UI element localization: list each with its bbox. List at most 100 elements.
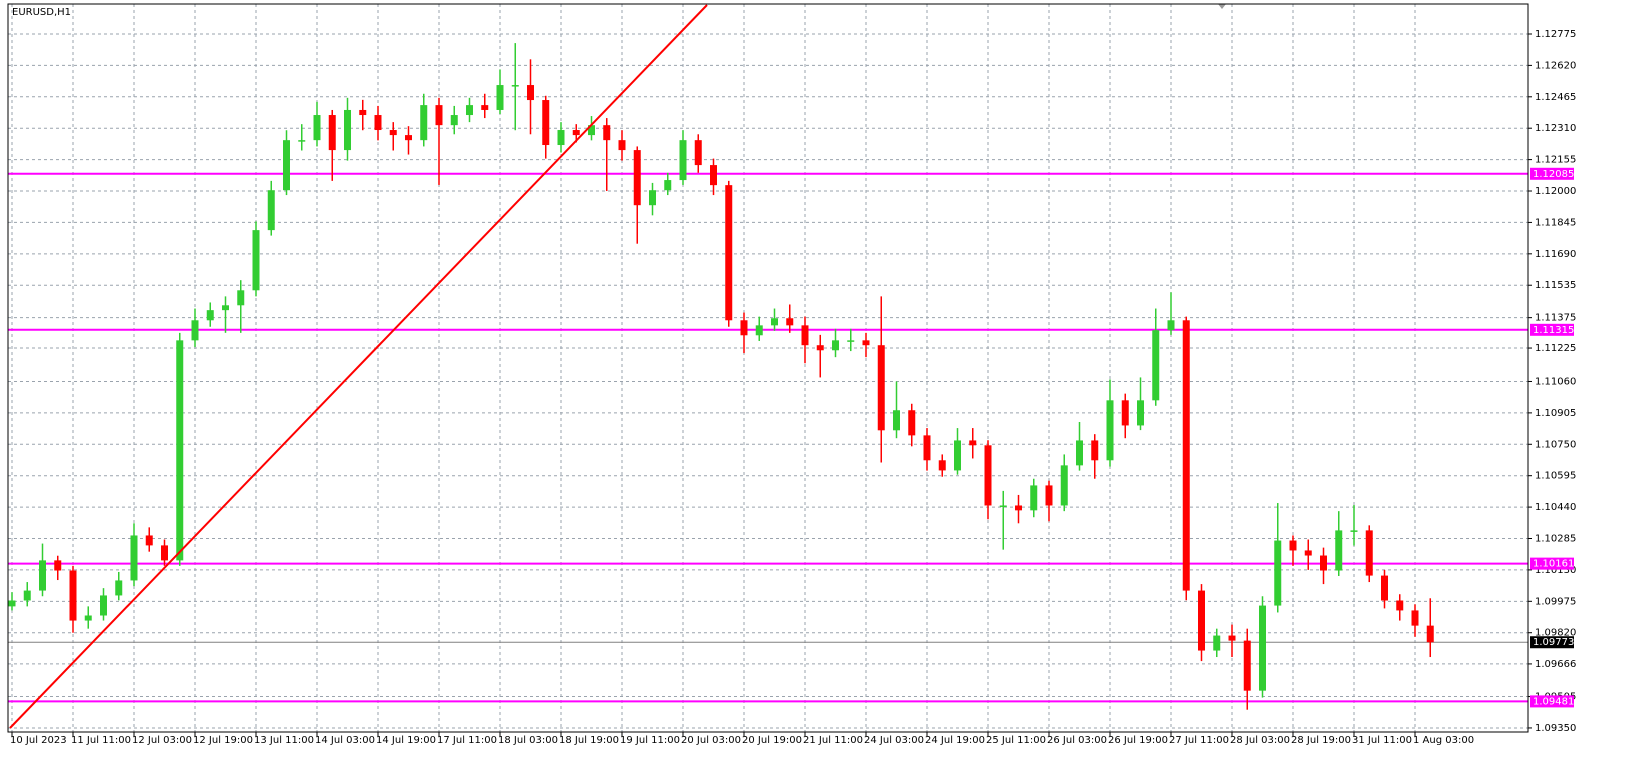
candle-body — [954, 440, 961, 471]
grid — [8, 4, 1528, 732]
candle-body — [450, 115, 458, 126]
candle-body — [54, 560, 62, 571]
candle-body — [267, 190, 275, 231]
candle-body — [572, 130, 580, 136]
candle-body — [145, 535, 153, 546]
x-tick-label: 12 Jul 03:00 — [132, 735, 192, 746]
candle-body — [511, 85, 519, 87]
candle-body — [1121, 400, 1129, 426]
candle-body — [847, 340, 855, 342]
x-tick-label: 12 Jul 19:00 — [193, 735, 253, 746]
candle-body — [84, 615, 92, 621]
candle-body — [801, 325, 809, 346]
candle-body — [206, 310, 214, 321]
candle-body — [1411, 610, 1419, 626]
y-tick-label: 1.10130 — [1535, 565, 1576, 576]
y-tick-label: 1.11690 — [1535, 249, 1576, 260]
x-tick-label: 11 Jul 11:00 — [71, 735, 131, 746]
candle-body — [420, 105, 428, 141]
trend-line — [9, 4, 708, 729]
candle-body — [252, 230, 260, 291]
candle-body — [893, 410, 900, 431]
y-tick-label: 1.12465 — [1535, 92, 1576, 103]
y-tick-label: 1.12310 — [1535, 123, 1576, 134]
candle-body — [710, 165, 717, 186]
level-label: 1.12085 — [1533, 169, 1574, 180]
last-price-label: 1.09773 — [1533, 637, 1574, 648]
y-tick-label: 1.11845 — [1535, 217, 1576, 228]
axes: 1.093501.095051.096661.098201.099751.101… — [10, 29, 1576, 746]
candle-body — [100, 595, 107, 616]
x-tick-label: 25 Jul 11:00 — [986, 735, 1046, 746]
candle-body — [1137, 400, 1144, 426]
x-tick-label: 18 Jul 03:00 — [498, 735, 558, 746]
candle-body — [1182, 320, 1190, 591]
candle-body — [679, 140, 687, 181]
x-tick-label: 20 Jul 03:00 — [681, 735, 741, 746]
y-tick-label: 1.10905 — [1535, 408, 1576, 419]
candle-body — [527, 85, 534, 101]
candle-body — [633, 150, 641, 206]
candle-body — [877, 345, 885, 431]
candle-body — [740, 320, 748, 336]
candle-body — [816, 345, 824, 351]
x-tick-label: 17 Jul 11:00 — [437, 735, 497, 746]
y-tick-label: 1.11060 — [1535, 376, 1576, 387]
candle-body — [603, 125, 611, 141]
candle-body — [755, 325, 763, 336]
level-label: 1.09481 — [1533, 696, 1574, 707]
candle-body — [999, 505, 1007, 507]
candle-body — [771, 318, 778, 326]
candle-body — [1381, 575, 1388, 601]
shift-marker — [1218, 4, 1226, 9]
candle-body — [969, 440, 977, 446]
y-tick-label: 1.09350 — [1535, 723, 1576, 734]
candle-body — [130, 535, 138, 581]
candle-body — [1152, 330, 1160, 401]
candle-body — [283, 140, 290, 191]
x-tick-label: 31 Jul 11:00 — [1352, 735, 1412, 746]
candle-body — [1091, 440, 1099, 461]
y-tick-label: 1.10285 — [1535, 534, 1576, 545]
y-tick-label: 1.12000 — [1535, 186, 1576, 197]
candle-body — [1396, 600, 1404, 611]
candle-body — [115, 580, 123, 596]
x-tick-label: 14 Jul 19:00 — [376, 735, 436, 746]
x-tick-label: 24 Jul 03:00 — [864, 735, 924, 746]
x-tick-label: 21 Jul 11:00 — [803, 735, 863, 746]
candle-body — [328, 115, 336, 151]
y-tick-label: 1.10595 — [1535, 471, 1576, 482]
y-tick-label: 1.11225 — [1535, 343, 1576, 354]
x-tick-label: 27 Jul 11:00 — [1169, 735, 1229, 746]
y-tick-label: 1.12775 — [1535, 29, 1576, 40]
candle-body — [405, 135, 412, 141]
candle-body — [649, 190, 656, 206]
x-tick-label: 1 Aug 03:00 — [1413, 735, 1474, 746]
candle-body — [389, 130, 397, 136]
x-tick-label: 28 Jul 03:00 — [1230, 735, 1290, 746]
candle-body — [161, 545, 168, 561]
candle-body — [725, 185, 733, 321]
candle-body — [1335, 530, 1343, 571]
x-tick-label: 24 Jul 19:00 — [925, 735, 985, 746]
candle-body — [1289, 540, 1297, 551]
candle-body — [923, 435, 931, 461]
candles — [8, 43, 1434, 710]
candle-body — [786, 318, 794, 326]
candle-body — [862, 340, 870, 346]
y-tick-label: 1.11375 — [1535, 313, 1576, 324]
level-label: 1.10161 — [1533, 559, 1574, 570]
candle-body — [1274, 540, 1282, 606]
candle-body — [8, 600, 16, 607]
x-tick-label: 10 Jul 2023 — [10, 735, 67, 746]
candle-body — [1030, 485, 1038, 511]
y-tick-label: 1.09820 — [1535, 628, 1576, 639]
candle-body — [374, 115, 382, 131]
chart-title: EURUSD,H1 — [12, 7, 71, 18]
candle-body — [1213, 635, 1221, 651]
candle-body — [313, 115, 321, 141]
candle-body — [588, 125, 595, 136]
candle-body — [23, 590, 31, 601]
